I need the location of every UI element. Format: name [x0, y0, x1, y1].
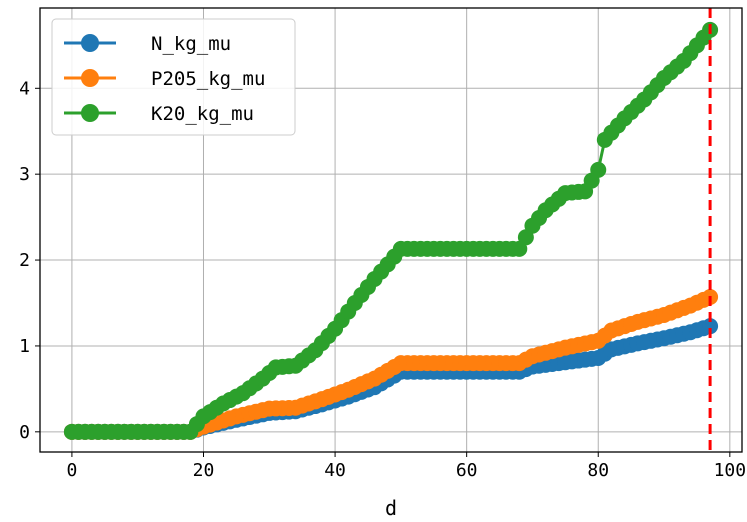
data-point: [511, 240, 528, 257]
series-N_kg_mu: [63, 318, 719, 440]
x-tick-label: 60: [456, 460, 478, 481]
data-point: [517, 229, 534, 246]
legend-marker: [81, 69, 99, 87]
y-axis: 0 1 2 3 4: [19, 78, 40, 443]
data-point: [590, 161, 607, 178]
y-tick-label: 3: [19, 164, 30, 185]
series-layer: [63, 21, 719, 440]
legend-box: [51, 18, 296, 136]
x-tick-label: 100: [714, 460, 747, 481]
legend-label: K20_kg_mu: [151, 103, 254, 125]
y-tick-label: 1: [19, 336, 30, 357]
series-K20_kg_mu: [63, 21, 719, 440]
x-tick-label: 40: [324, 460, 346, 481]
y-tick-label: 4: [19, 78, 30, 99]
x-axis: 0 20 40 60 80 100: [66, 452, 746, 481]
y-tick-label: 2: [19, 250, 30, 271]
data-point: [702, 318, 719, 335]
legend-marker: [81, 34, 99, 52]
plot-frame: [39, 7, 743, 453]
x-tick-label: 80: [587, 460, 609, 481]
y-tick-label: 0: [19, 422, 30, 443]
x-axis-label: d: [385, 496, 397, 520]
legend-marker: [81, 104, 99, 122]
series-P205_kg_mu: [63, 288, 719, 440]
x-tick-label: 20: [193, 460, 215, 481]
x-tick-label: 0: [66, 460, 77, 481]
legend: N_kg_mu P205_kg_mu K20_kg_mu: [51, 18, 296, 136]
legend-label: P205_kg_mu: [151, 68, 265, 90]
legend-label: N_kg_mu: [151, 33, 231, 55]
